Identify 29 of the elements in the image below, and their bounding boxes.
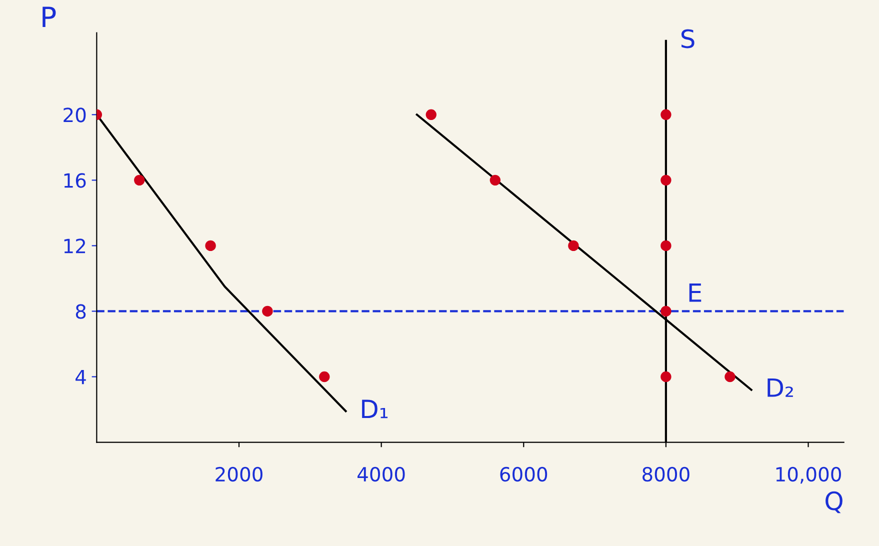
point [724, 371, 736, 382]
series-label: D₂ [768, 378, 793, 397]
x-tick-label: 10,000 [776, 466, 841, 484]
x-tick-label: 4000 [358, 466, 405, 482]
point [568, 240, 579, 252]
x-tick-label: 2000 [216, 466, 262, 482]
annotation: E [689, 284, 702, 302]
y-tick-label: 12 [64, 238, 86, 254]
series-label: S [681, 29, 694, 48]
point [660, 240, 672, 252]
point [262, 306, 273, 317]
point [134, 174, 145, 186]
point [426, 109, 436, 120]
point [660, 371, 672, 382]
point [660, 306, 672, 317]
point [490, 174, 501, 186]
series-label: D₁ [362, 400, 388, 418]
point [660, 174, 672, 186]
point [660, 109, 672, 120]
y-tick-label: 4 [76, 370, 86, 384]
point [319, 371, 330, 382]
y-tick-label: 8 [76, 304, 86, 319]
x-tick-label: 6000 [500, 466, 548, 482]
x-axis-title: Q [826, 491, 842, 514]
y-tick-label: 16 [64, 173, 86, 188]
y-axis-title: P [42, 6, 56, 27]
point [205, 240, 216, 252]
x-tick-label: 8000 [642, 466, 690, 482]
y-tick-label: 20 [64, 108, 86, 122]
